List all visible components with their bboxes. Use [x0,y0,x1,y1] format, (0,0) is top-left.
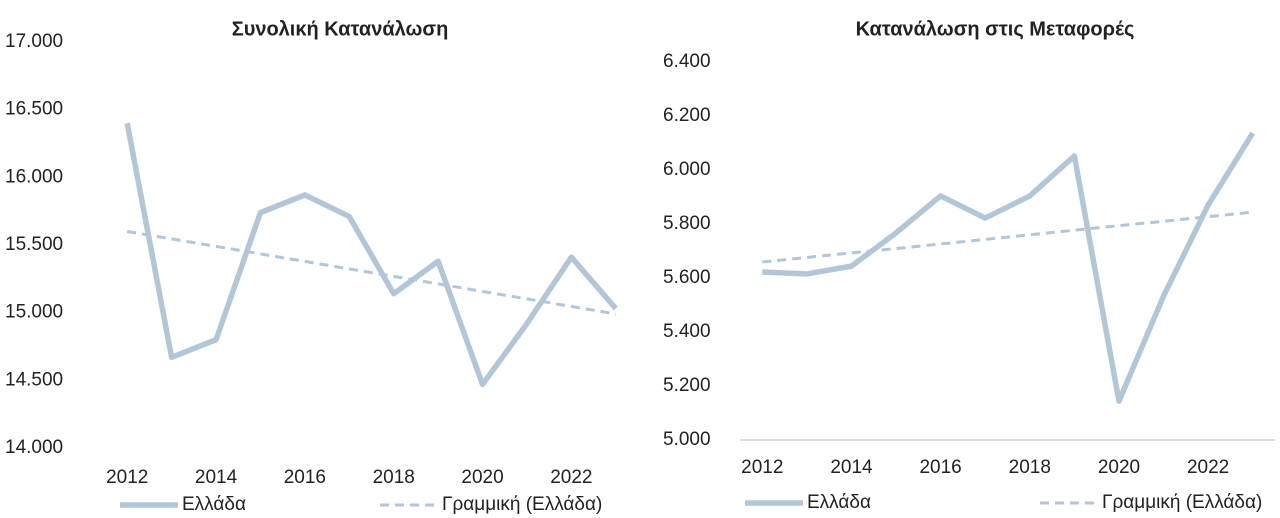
x-tick-label: 2020 [461,467,503,488]
trend-line [126,229,617,316]
x-tick-label: 2012 [106,467,148,488]
legend-label: Γραμμική (Ελλάδα) [1102,492,1262,513]
x-tick-label: 2020 [1098,457,1140,478]
data-line [124,122,618,388]
y-tick-label: 5.000 [663,429,711,450]
y-tick-label: 16.000 [5,166,63,187]
y-tick-label: 16.500 [5,99,63,120]
x-tick-label: 2014 [195,467,238,488]
x-tick-label: 2016 [284,467,326,488]
x-tick-label: 2012 [741,457,783,478]
x-tick-label: 2022 [550,467,592,488]
legend-label: Ελλάδα [182,494,246,515]
y-tick-label: 6.400 [663,51,711,72]
x-tick-label: 2014 [830,457,873,478]
x-tick-label: 2018 [1009,457,1051,478]
y-tick-label: 14.500 [5,369,63,390]
trend-line [762,210,1253,264]
x-tick-label: 2022 [1187,457,1229,478]
y-tick-label: 15.500 [5,234,63,255]
y-tick-label: 6.000 [663,159,711,180]
y-tick-label: 5.600 [663,267,711,288]
y-tick-label: 14.000 [5,437,63,458]
y-tick-label: 5.200 [663,375,711,396]
x-tick-label: 2018 [373,467,415,488]
data-line [762,131,1256,404]
chart-title: Κατανάλωση στις Μεταφορές [856,18,1135,40]
y-tick-label: 17.000 [5,31,63,52]
y-tick-label: 6.200 [663,105,711,126]
x-tick-label: 2016 [919,457,961,478]
chart-title: Συνολική Κατανάλωση [232,18,449,40]
legend-label: Γραμμική (Ελλάδα) [442,494,602,515]
y-tick-label: 5.400 [663,321,711,342]
y-tick-label: 15.000 [5,302,63,323]
legend-label: Ελλάδα [807,492,871,513]
y-tick-label: 5.800 [663,213,711,234]
